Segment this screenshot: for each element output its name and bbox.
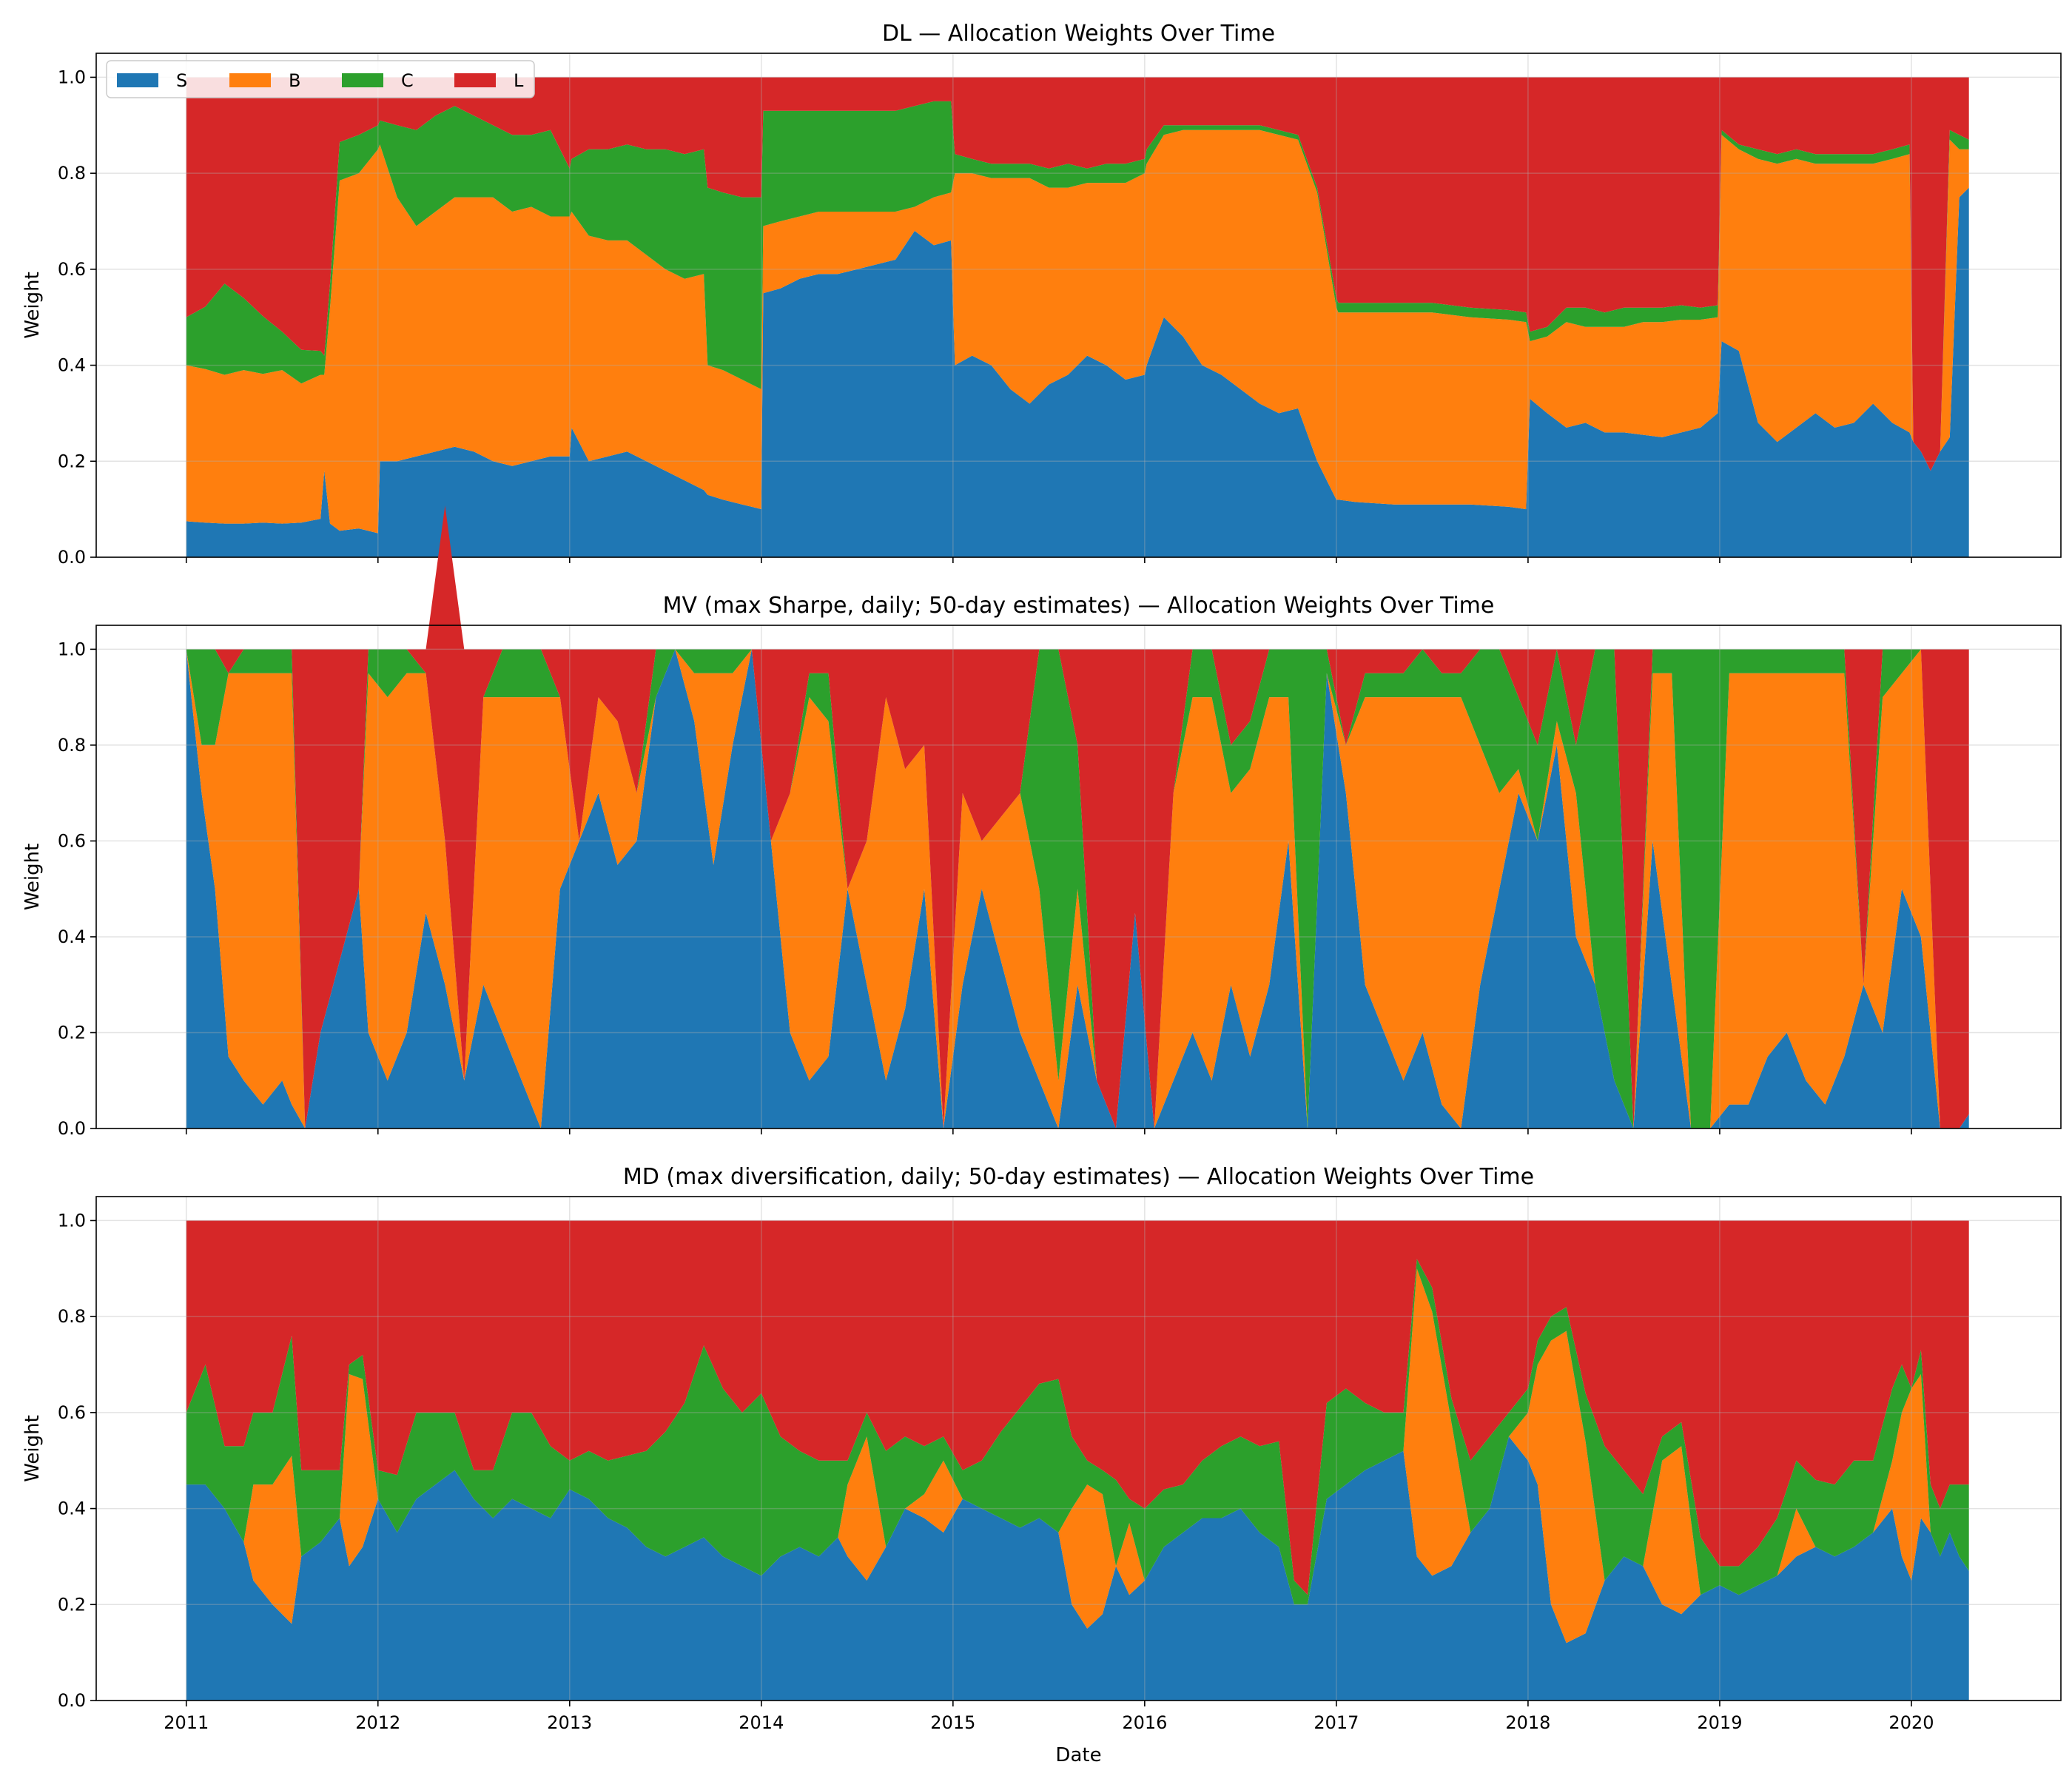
legend-box	[106, 60, 535, 98]
area-C	[186, 1259, 1969, 1605]
x-tick-label: 2015	[930, 1712, 975, 1733]
y-axis-label: Weight	[21, 844, 44, 911]
area-L	[186, 1220, 1969, 1595]
x-tick-label: 2012	[355, 1712, 400, 1733]
y-tick-label: 0.0	[58, 547, 86, 568]
axes-frame	[95, 53, 2062, 558]
legend-swatch-L	[454, 73, 496, 87]
area-L	[186, 505, 1969, 1128]
panel-3: 0.0 0.2 0.4 0.6 0.8 1.0 2011 2012 2013 2014 2015 20…	[21, 1164, 2062, 1766]
area-S	[186, 1436, 1969, 1701]
legend-label-S: S	[176, 70, 187, 91]
legend-label-B: B	[289, 70, 300, 91]
x-tick-label: 2019	[1697, 1712, 1742, 1733]
y-axis-label: Weight	[21, 272, 44, 339]
x-tick-label: 2018	[1505, 1712, 1550, 1733]
y-tick-label: 1.0	[58, 67, 86, 87]
x-tick-label: 2017	[1314, 1712, 1359, 1733]
area-C	[186, 649, 1969, 1128]
y-tick-label: 1.0	[58, 639, 86, 659]
x-tick-label: 2020	[1888, 1712, 1934, 1733]
legend-swatch-S	[117, 73, 158, 87]
y-tick-label: 0.6	[58, 259, 86, 280]
legend-label-C: C	[401, 70, 414, 91]
legend-swatch-C	[342, 73, 383, 87]
y-tick-label: 0.6	[58, 830, 86, 851]
y-tick-label: 0.8	[58, 163, 86, 184]
y-tick-label: 0.4	[58, 355, 86, 376]
y-axis-label: Weight	[21, 1415, 44, 1482]
panel-2: 0.0 0.2 0.4 0.6 0.8 1.0 MV (max Sharpe, daily;…	[21, 505, 2062, 1139]
panel-1: 0.0 0.2 0.4 0.6 0.8 1.0 DL — Allocation Weight…	[21, 21, 2062, 568]
x-axis-label: Date	[1055, 1744, 1101, 1766]
legend-label-L: L	[514, 70, 524, 91]
y-tick-label: 0.2	[58, 451, 86, 471]
y-tick-label: 0.4	[58, 926, 86, 947]
area-B	[186, 130, 1969, 534]
axes-frame	[95, 1196, 2062, 1701]
area-S	[186, 187, 1969, 557]
x-tick-label: 2014	[739, 1712, 784, 1733]
y-tick-label: 0.2	[58, 1594, 86, 1615]
legend-swatch-B	[229, 73, 271, 87]
y-tick-label: 0.8	[58, 735, 86, 756]
x-tick-label: 2013	[547, 1712, 592, 1733]
y-tick-label: 0.8	[58, 1306, 86, 1327]
panel-title: MD (max diversification, daily; 50-day e…	[623, 1164, 1534, 1190]
y-tick-label: 0.6	[58, 1402, 86, 1423]
y-tick-label: 0.2	[58, 1022, 86, 1043]
panel-title: MV (max Sharpe, daily; 50-day estimates)…	[663, 593, 1495, 619]
x-tick-label: 2011	[164, 1712, 209, 1733]
area-S	[186, 649, 1969, 1128]
axes-frame	[95, 625, 2062, 1129]
area-C	[186, 101, 1969, 471]
area-L	[186, 77, 1969, 471]
y-tick-label: 0.0	[58, 1118, 86, 1139]
panel-title: DL — Allocation Weights Over Time	[882, 21, 1275, 47]
y-tick-label: 0.4	[58, 1498, 86, 1519]
x-tick-label: 2016	[1122, 1712, 1167, 1733]
y-tick-label: 1.0	[58, 1210, 86, 1231]
area-B	[186, 1268, 1969, 1644]
y-tick-label: 0.0	[58, 1690, 86, 1711]
